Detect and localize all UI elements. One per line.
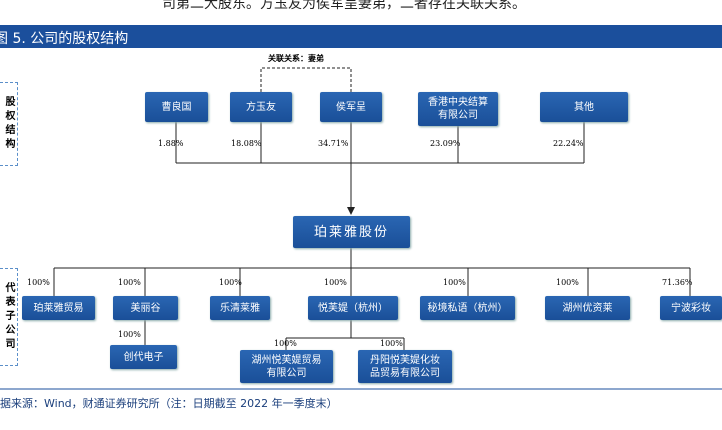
share-label: 100% [380,339,403,348]
share-label: 100% [556,278,579,287]
entity-name: 香港中央结算 [428,97,488,108]
entity-name: 创代电子 [123,351,164,363]
share-label: 23.09% [430,139,461,148]
entity-box: 创代电子 [110,345,177,369]
header-bar [0,25,722,48]
entity-name: 其他 [574,101,594,113]
entity-name: 悦芙媞（杭州） [318,302,388,314]
entity-name: 美丽谷 [130,302,161,314]
entity-name: 宁波彩妆 [671,302,711,314]
entity-name: 品贸易有限公司 [370,367,440,379]
share-label: 34.71% [318,139,349,148]
entity-box: 秘境私语（杭州） [420,296,515,320]
entity-box: 方玉友 [230,92,292,122]
side-label: 股权结构 [0,82,18,166]
share-label: 100% [27,278,50,287]
share-label: 1.88% [158,139,184,148]
entity-name: 有限公司 [438,110,478,121]
entity-name: 湖州悦芙媞贸易 [251,354,322,366]
share-label: 22.24% [553,139,584,148]
entity-box: 乐清莱雅 [210,296,270,320]
entity-name: 秘境私语（杭州） [427,302,508,314]
entity-name: 侯军呈 [336,101,366,113]
entity-box: 侯军呈 [320,92,382,122]
share-label: 100% [118,278,141,287]
share-label: 100% [274,339,297,348]
entity-name: 有限公司 [266,367,307,379]
relation-bracket [260,67,352,92]
entity-box: 宁波彩妆 [660,296,722,320]
share-label: 100% [219,278,242,287]
entity-name: 乐清莱雅 [220,302,260,314]
entity-name: 曹良国 [161,101,192,113]
entity-box: 香港中央结算 有限公司 [418,92,498,126]
entity-box: 珀莱雅贸易 [22,296,95,320]
share-label: 100% [443,278,466,287]
company-box: 珀莱雅股份 [293,216,410,248]
share-label: 18.08% [231,139,262,148]
entity-box: 美丽谷 [113,296,178,320]
entity-name: 湖州优资莱 [562,302,613,314]
entity-name: 珀莱雅贸易 [33,302,84,314]
share-label: 71.36% [662,278,693,287]
header-title: 图 5. 公司的股权结构 [0,31,129,47]
entity-box: 悦芙媞（杭州） [308,296,398,320]
share-label: 100% [324,278,347,287]
entity-name: 丹阳悦芙媞化妆 [370,354,440,366]
entity-box: 湖州悦芙媞贸易 有限公司 [240,350,333,383]
top-text: 司第二大股东。方玉友为侯军呈妻弟，二者存在关联关系。 [162,0,526,12]
side-label: 代表子公司 [0,268,18,366]
entity-box: 曹良国 [145,92,208,122]
share-label: 100% [118,330,141,339]
entity-name: 方玉友 [246,101,276,113]
entity-box: 丹阳悦芙媞化妆 品贸易有限公司 [358,350,452,383]
relation-note: 关联关系：妻弟 [268,53,324,63]
source: 据来源：Wind，财通证券研究所（注：日期截至 2022 年一季度末） [0,397,338,410]
entity-box: 湖州优资莱 [545,296,630,320]
entity-box: 其他 [540,92,628,122]
